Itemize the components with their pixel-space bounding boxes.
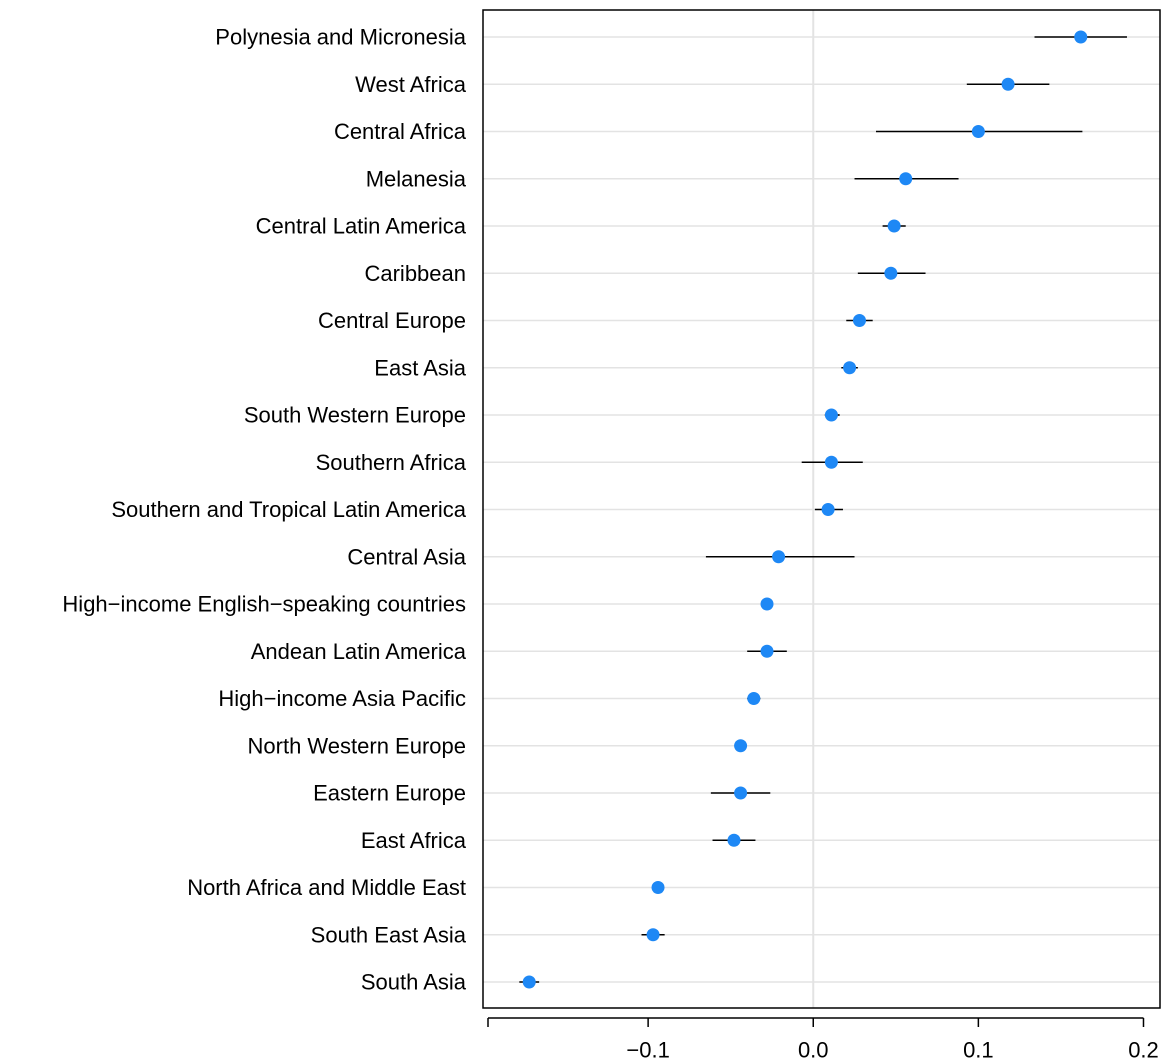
category-label: Southern Africa (316, 450, 467, 475)
point-estimate (824, 455, 838, 469)
x-tick-label: 0.1 (963, 1038, 994, 1063)
category-label: Central Latin America (256, 214, 467, 239)
point-estimate (821, 503, 835, 516)
point-estimate (884, 266, 898, 280)
category-label: Eastern Europe (313, 781, 466, 806)
point-estimate (824, 408, 838, 422)
category-label: Polynesia and Micronesia (215, 25, 466, 50)
grid-lines (483, 10, 1160, 1008)
point-estimate (887, 219, 901, 233)
point-estimate (734, 739, 748, 753)
point-estimate (747, 692, 761, 705)
point-estimate (1074, 30, 1088, 44)
point-estimate (651, 881, 665, 894)
category-label: East Asia (374, 355, 466, 380)
category-label: Andean Latin America (251, 639, 467, 664)
point-estimate (646, 928, 660, 942)
x-tick-label: −0.1 (626, 1038, 669, 1063)
category-label: North Africa and Middle East (187, 875, 466, 900)
point-estimate (843, 361, 857, 375)
x-tick-label: 0.2 (1128, 1038, 1159, 1063)
category-label: High−income English−speaking countries (62, 592, 466, 617)
point-estimate (734, 786, 748, 800)
category-label: Central Europe (318, 308, 466, 333)
category-label: Central Africa (334, 119, 467, 144)
category-label: North Western Europe (248, 733, 466, 758)
category-label: South Asia (361, 970, 467, 995)
point-estimate (1001, 77, 1015, 91)
category-label: Melanesia (366, 166, 467, 191)
point-estimate (899, 172, 913, 186)
point-estimate (760, 644, 774, 658)
x-axis: −0.1 0.0 0.1 0.2 (487, 1017, 1159, 1063)
category-label: West Africa (355, 72, 467, 97)
point-estimate (772, 550, 786, 564)
category-label: South East Asia (311, 922, 467, 947)
point-estimate (522, 975, 536, 989)
category-label: High−income Asia Pacific (218, 686, 466, 711)
category-label: Central Asia (347, 544, 466, 569)
point-estimate (971, 125, 985, 138)
category-labels: Polynesia and Micronesia West Africa Centr… (62, 25, 466, 995)
point-estimate (852, 314, 866, 327)
point-estimate (760, 597, 774, 611)
category-label: Caribbean (364, 261, 466, 286)
point-estimates (522, 30, 1088, 989)
category-label: Southern and Tropical Latin America (111, 497, 466, 522)
category-label: East Africa (361, 828, 467, 853)
point-estimate (727, 833, 741, 847)
plot-frame (482, 9, 1161, 1009)
category-label: South Western Europe (244, 403, 466, 428)
x-tick-label: 0.0 (798, 1038, 829, 1063)
